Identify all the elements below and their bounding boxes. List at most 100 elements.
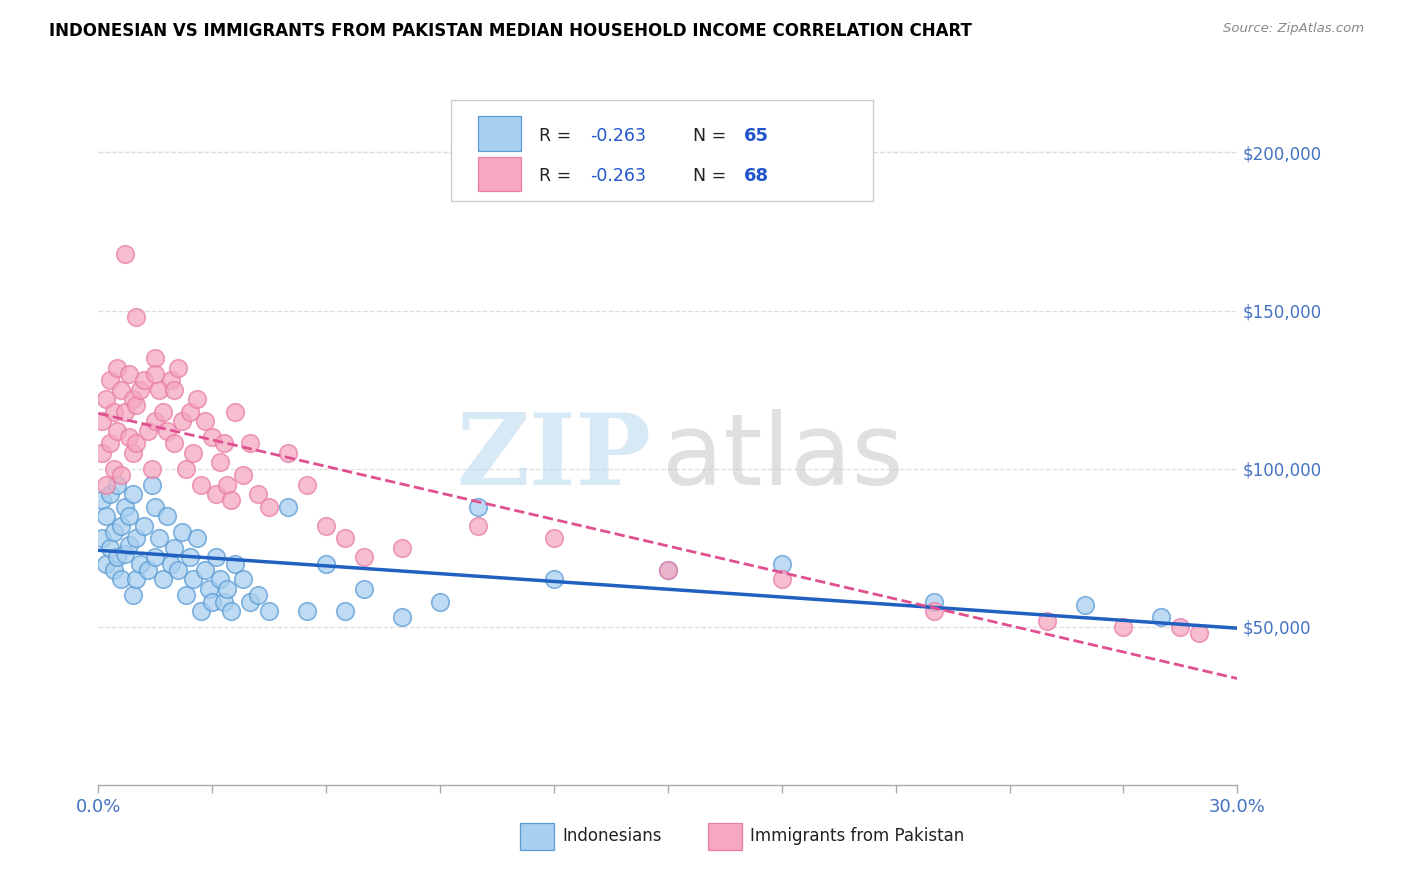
Point — [114, 246, 136, 260]
Point — [221, 493, 243, 508]
FancyBboxPatch shape — [520, 823, 554, 850]
FancyBboxPatch shape — [478, 157, 522, 192]
Point — [922, 604, 945, 618]
Point — [1112, 620, 1135, 634]
Point — [118, 430, 141, 444]
Text: R =: R = — [538, 167, 576, 186]
Point — [125, 436, 148, 450]
Point — [201, 430, 224, 444]
Point — [297, 604, 319, 618]
Point — [194, 563, 217, 577]
Point — [259, 604, 281, 618]
Text: -0.263: -0.263 — [591, 167, 647, 186]
Point — [224, 405, 246, 419]
Point — [297, 477, 319, 491]
Point — [125, 399, 148, 413]
Point — [136, 424, 159, 438]
Point — [136, 563, 159, 577]
Point — [132, 518, 155, 533]
Point — [543, 531, 565, 545]
Point — [121, 487, 143, 501]
Point — [174, 588, 197, 602]
Point — [186, 531, 208, 545]
Point — [770, 573, 793, 587]
Point — [145, 550, 167, 565]
Point — [163, 436, 186, 450]
Point — [156, 509, 179, 524]
Point — [429, 594, 451, 608]
Point — [190, 477, 212, 491]
Point — [1036, 614, 1059, 628]
Point — [118, 367, 141, 381]
Point — [194, 414, 217, 428]
Point — [110, 383, 132, 397]
Point — [315, 518, 337, 533]
Point — [315, 557, 337, 571]
Point — [114, 500, 136, 514]
Text: Indonesians: Indonesians — [562, 827, 661, 845]
Point — [657, 563, 679, 577]
Point — [179, 550, 201, 565]
Point — [145, 500, 167, 514]
Point — [132, 373, 155, 387]
Point — [98, 436, 121, 450]
Point — [152, 405, 174, 419]
Point — [94, 392, 117, 406]
Point — [239, 436, 262, 450]
Point — [922, 594, 945, 608]
Point — [167, 563, 190, 577]
Point — [148, 531, 170, 545]
Point — [91, 446, 114, 460]
Point — [163, 383, 186, 397]
Point — [205, 487, 228, 501]
Point — [224, 557, 246, 571]
Point — [353, 582, 375, 596]
Point — [277, 446, 299, 460]
Text: atlas: atlas — [662, 409, 904, 507]
FancyBboxPatch shape — [707, 823, 742, 850]
Point — [391, 610, 413, 624]
Point — [125, 531, 148, 545]
Point — [167, 360, 190, 375]
Text: Source: ZipAtlas.com: Source: ZipAtlas.com — [1223, 22, 1364, 36]
Point — [110, 468, 132, 483]
Point — [148, 383, 170, 397]
Point — [98, 373, 121, 387]
Point — [335, 604, 357, 618]
Point — [94, 557, 117, 571]
Point — [125, 573, 148, 587]
Point — [221, 604, 243, 618]
Point — [277, 500, 299, 514]
FancyBboxPatch shape — [451, 100, 873, 201]
Point — [118, 509, 141, 524]
Point — [121, 392, 143, 406]
Point — [208, 455, 231, 469]
Point — [145, 414, 167, 428]
Point — [232, 468, 254, 483]
Point — [145, 351, 167, 365]
Point — [107, 550, 129, 565]
Point — [159, 373, 181, 387]
Point — [1074, 598, 1097, 612]
Point — [103, 524, 125, 539]
Text: N =: N = — [693, 127, 731, 145]
Text: 68: 68 — [744, 167, 769, 186]
Point — [129, 383, 152, 397]
Point — [121, 446, 143, 460]
Point — [107, 477, 129, 491]
Text: -0.263: -0.263 — [591, 127, 647, 145]
Point — [246, 588, 269, 602]
Point — [543, 573, 565, 587]
Point — [1170, 620, 1192, 634]
FancyBboxPatch shape — [478, 116, 522, 151]
Point — [129, 557, 152, 571]
Point — [353, 550, 375, 565]
Point — [1188, 626, 1211, 640]
Point — [98, 487, 121, 501]
Point — [114, 405, 136, 419]
Point — [145, 367, 167, 381]
Point — [141, 461, 163, 475]
Point — [110, 573, 132, 587]
Point — [183, 573, 205, 587]
Point — [217, 477, 239, 491]
